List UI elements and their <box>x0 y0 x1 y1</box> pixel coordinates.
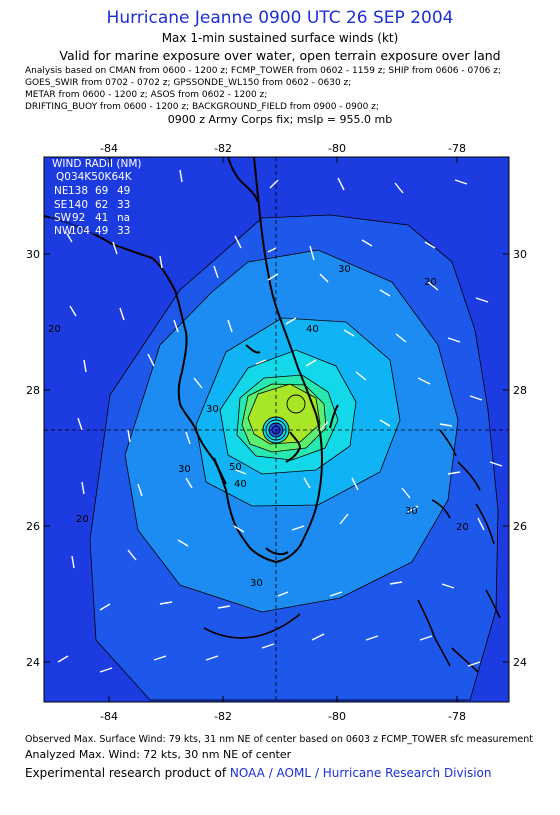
wind-radii-box <box>50 158 154 234</box>
latitude-ticks-right: 30 28 26 24 <box>513 248 527 669</box>
lat-tick-label: 24 <box>26 656 40 669</box>
radius-50kt: 41 <box>95 212 108 224</box>
wind-radii-row-sw: SW 92 41 na <box>54 212 130 224</box>
wind-radii-row-ne: NE 138 69 49 <box>54 185 130 197</box>
map-subtitle: Max 1-min sustained surface winds (kt) <box>161 31 399 45</box>
radius-34kt: 104 <box>70 225 90 237</box>
center-fix-note: 0900 z Army Corps fix; mslp = 955.0 mb <box>167 113 393 126</box>
observed-max-wind: Observed Max. Surface Wind: 79 kts, 31 n… <box>25 734 533 745</box>
quadrant-label: NE <box>54 185 69 197</box>
longitude-ticks-top: -84 -82 -80 -78 <box>100 142 466 155</box>
map-title: Hurricane Jeanne 0900 UTC 26 SEP 2004 <box>106 8 454 28</box>
contour-label: 50 <box>229 462 242 473</box>
radius-34kt: 140 <box>68 199 88 211</box>
latitude-ticks-left: 30 28 26 24 <box>26 248 40 669</box>
quadrant-label: SW <box>54 212 72 224</box>
radius-50kt: 69 <box>95 185 108 197</box>
contour-labels: 20 20 20 20 30 30 30 30 30 40 40 50 <box>48 264 469 589</box>
longitude-ticks-bottom: -84 -82 -80 -78 <box>100 710 466 723</box>
wind-radii-table: WIND RADII (NM) Q034K50K64K NE 138 69 49… <box>52 158 142 237</box>
contour-label: 30 <box>250 578 263 589</box>
contour-label: 20 <box>48 324 61 335</box>
radius-64kt: 49 <box>117 185 130 197</box>
source-line-2: GOES_SWIR from 0702 - 0702 z; GPSSONDE_W… <box>25 78 352 88</box>
contour-label: 30 <box>178 464 191 475</box>
quadrant-label: NW <box>54 225 73 237</box>
contour-label: 40 <box>234 479 247 490</box>
center-crosshair <box>44 157 509 702</box>
radius-64kt: na <box>117 212 130 224</box>
radius-64kt: 33 <box>117 225 130 237</box>
wind-radii-title: WIND RADII (NM) <box>52 158 142 170</box>
credit-line: Experimental research product of NOAA / … <box>25 766 491 780</box>
contour-label: 20 <box>76 514 89 525</box>
contour-label: 20 <box>456 522 469 533</box>
radius-50kt: 62 <box>95 199 108 211</box>
lat-tick-label: 26 <box>513 520 527 533</box>
lat-tick-label: 28 <box>26 384 40 397</box>
tick-marks <box>44 157 509 702</box>
lat-tick-label: 26 <box>26 520 40 533</box>
lon-tick-label: -80 <box>328 710 346 723</box>
lat-tick-label: 24 <box>513 656 527 669</box>
wind-barbs <box>57 169 503 673</box>
contour-label: 30 <box>405 506 418 517</box>
keys-and-bahamas <box>203 429 501 673</box>
lon-tick-label: -78 <box>448 142 466 155</box>
wind-radii-row-se: SE 140 62 33 <box>54 199 130 211</box>
lon-tick-label: -82 <box>214 142 232 155</box>
contour-label: 30 <box>206 404 219 415</box>
validity-note: Valid for marine exposure over water, op… <box>59 48 501 63</box>
lon-tick-label: -82 <box>214 710 232 723</box>
lon-tick-label: -84 <box>100 142 118 155</box>
radius-34kt: 138 <box>68 185 88 197</box>
lon-tick-label: -78 <box>448 710 466 723</box>
map-frame <box>43 156 510 703</box>
quadrant-label: SE <box>54 199 67 211</box>
credit-prefix: Experimental research product of <box>25 766 230 780</box>
source-line-3: METAR from 0600 - 1200 z; ASOS from 0602… <box>25 90 268 100</box>
lon-tick-label: -84 <box>100 710 118 723</box>
wind-radii-row-nw: NW 104 49 33 <box>54 225 130 237</box>
analyzed-max-wind: Analyzed Max. Wind: 72 kts, 30 nm NE of … <box>25 748 292 761</box>
credit-org-link[interactable]: NOAA / AOML / Hurricane Research Divisio… <box>229 766 492 780</box>
lat-tick-label: 30 <box>26 248 40 261</box>
radius-64kt: 33 <box>117 199 130 211</box>
lat-tick-label: 28 <box>513 384 527 397</box>
contour-label: 20 <box>424 277 437 288</box>
source-line-1: Analysis based on CMAN from 0600 - 1200 … <box>25 66 502 76</box>
coastline <box>44 157 339 564</box>
wind-radii-header: Q034K50K64K <box>56 171 133 183</box>
radius-34kt: 92 <box>72 212 85 224</box>
lat-tick-label: 30 <box>513 248 527 261</box>
lon-tick-label: -80 <box>328 142 346 155</box>
contour-label: 40 <box>306 324 319 335</box>
source-line-4: DRIFTING_BUOY from 0600 - 1200 z; BACKGR… <box>25 102 379 112</box>
radius-50kt: 49 <box>95 225 108 237</box>
contour-label: 30 <box>338 264 351 275</box>
